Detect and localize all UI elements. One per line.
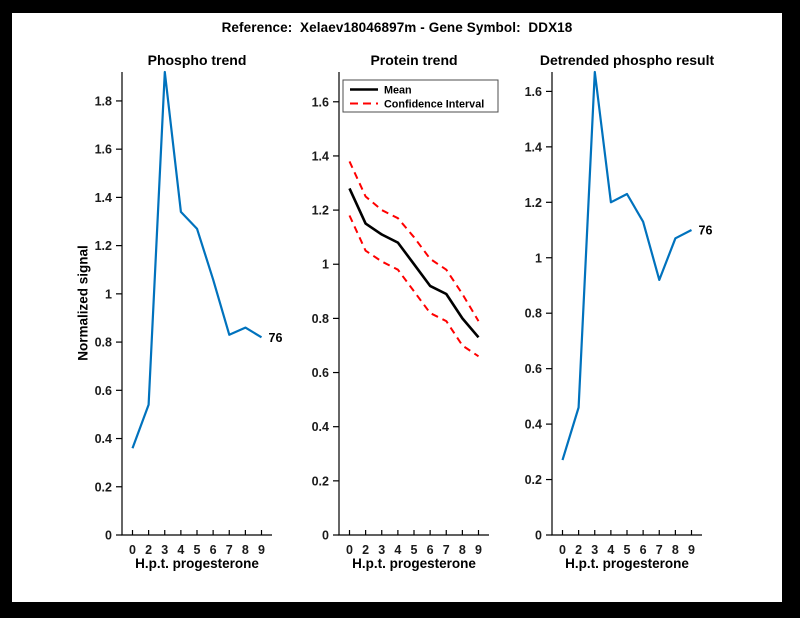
x-tick-label: 0 [346, 543, 353, 557]
phospho-trend-plot: 00.20.40.60.811.21.41.61.80 2 3 4 5 6 7 8 976 [95, 70, 283, 557]
x-tick-label: 8 [672, 543, 679, 557]
subplot-protein-trend: 0 0.2 0.4 0.6 0.8 1 1.2 1.4 1.6 0 2 3 4 5 6 7 8 9 Mean Conf… [279, 50, 524, 595]
x-tick-label: 6 [427, 543, 434, 557]
x-tick-label: 9 [688, 543, 695, 557]
legend-entry-label: Confidence Interval [384, 99, 484, 111]
x-tick-label: 8 [459, 543, 466, 557]
y-tick-label: 0.8 [95, 336, 112, 350]
y-tick-label: 0.6 [95, 384, 112, 398]
subplot-title: Detrended phospho result [539, 52, 715, 68]
series-detrended-phospho-signal [561, 70, 693, 461]
axis-spines [338, 72, 489, 536]
figure-canvas: Reference: Xelaev18046897m - Gene Symbol… [12, 13, 782, 602]
x-tick-label: 9 [475, 543, 482, 557]
y-tick-label: 1.2 [525, 196, 542, 210]
y-tick-label: 1 [535, 251, 542, 265]
x-tick-label: 4 [177, 543, 184, 557]
y-tick-label: 0.2 [312, 474, 329, 488]
y-tick-label: 0.8 [525, 307, 542, 321]
x-tick-label: 9 [258, 543, 265, 557]
legend: Mean Confidence Interval [342, 79, 499, 113]
y-tick-label: 1.6 [312, 95, 329, 109]
x-tick-label: 3 [378, 543, 385, 557]
series-end-label: 76 [699, 224, 713, 238]
x-tick-label: 4 [607, 543, 614, 557]
y-tick-label: 0.2 [525, 473, 542, 487]
figure-title: Reference: Xelaev18046897m - Gene Symbol… [221, 20, 573, 35]
x-tick-label: 5 [194, 543, 201, 557]
y-tick-label: 0.4 [525, 418, 542, 432]
y-axis-label: Normalized signal [75, 245, 91, 361]
subplot-phospho-trend: 0 0.2 0.4 0.6 0.8 1 1.2 1.4 1.6 1.8 0 2 3 4 5 6 7 8 9 76 Ph… [62, 50, 307, 595]
axis-spines [551, 72, 702, 536]
y-tick-label: 1.4 [525, 140, 542, 154]
x-tick-label: 4 [394, 543, 401, 557]
x-tick-label: 2 [145, 543, 152, 557]
x-tick-label: 0 [129, 543, 136, 557]
y-tick-label: 1.4 [95, 191, 112, 205]
x-axis-label: H.p.t. progesterone [135, 556, 259, 571]
y-tick-label: 0.2 [95, 480, 112, 494]
series-end-label: 76 [269, 331, 283, 345]
y-tick-label: 0.4 [312, 420, 329, 434]
x-tick-label: 7 [656, 543, 663, 557]
x-tick-label: 0 [559, 543, 566, 557]
y-tick-label: 1.4 [312, 149, 329, 163]
y-tick-label: 1.6 [525, 85, 542, 99]
legend-entry-label: Mean [384, 85, 412, 97]
x-tick-label: 5 [624, 543, 631, 557]
y-tick-label: 0 [105, 529, 112, 543]
x-tick-label: 2 [575, 543, 582, 557]
y-tick-label: 0.8 [312, 312, 329, 326]
y-tick-label: 1.2 [95, 239, 112, 253]
x-tick-label: 7 [226, 543, 233, 557]
subplot-title: Protein trend [370, 52, 458, 68]
y-tick-label: 1.2 [312, 204, 329, 218]
x-tick-label: 5 [411, 543, 418, 557]
detrended-phospho-plot: 00.20.40.60.811.21.41.60 2 3 4 5 6 7 8 976 [525, 70, 713, 557]
x-tick-label: 3 [591, 543, 598, 557]
y-tick-label: 0 [322, 529, 329, 543]
series-upper-confidence-interval [348, 160, 480, 322]
x-tick-label: 3 [161, 543, 168, 557]
y-tick-label: 1 [105, 287, 112, 301]
protein-trend-plot: 00.20.40.60.811.21.41.60 2 3 4 5 6 7 8 9MeanConf… [312, 72, 499, 557]
x-axis-label: H.p.t. progesterone [565, 556, 689, 571]
legend-box [342, 79, 499, 113]
y-tick-label: 1.6 [95, 143, 112, 157]
subplot-title: Phospho trend [147, 52, 247, 68]
x-tick-label: 7 [443, 543, 450, 557]
x-axis-label: H.p.t. progesterone [352, 556, 476, 571]
x-tick-label: 6 [640, 543, 647, 557]
y-tick-label: 0.4 [95, 432, 112, 446]
series-mean [348, 187, 480, 339]
y-tick-label: 0 [535, 529, 542, 543]
y-tick-label: 0.6 [312, 366, 329, 380]
x-tick-label: 8 [242, 543, 249, 557]
x-tick-label: 2 [362, 543, 369, 557]
x-tick-label: 6 [210, 543, 217, 557]
subplot-detrended-phospho: 0 0.2 0.4 0.6 0.8 1 1.2 1.4 1.6 0 2 3 4 5 6 7 8 9 76 Detre… [492, 50, 737, 595]
y-tick-label: 1.8 [95, 94, 112, 108]
y-tick-label: 0.6 [525, 362, 542, 376]
axis-spines [121, 72, 272, 536]
series-phospho-signal [131, 70, 263, 449]
y-tick-label: 1 [322, 258, 329, 272]
